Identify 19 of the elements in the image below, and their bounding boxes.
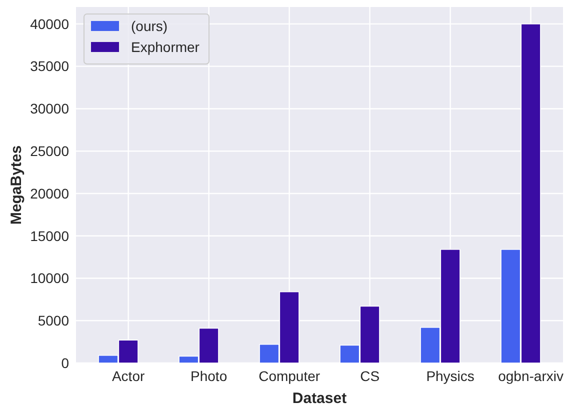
legend-label: Exphormer	[131, 38, 200, 55]
legend-label: (ours)	[131, 18, 168, 34]
y-tick-label: 15000	[30, 228, 70, 244]
x-tick-label: CS	[360, 368, 380, 384]
y-tick-label: 10000	[30, 270, 70, 286]
y-tick-label: 0	[61, 354, 70, 371]
x-tick-label: Photo	[190, 368, 228, 384]
x-axis-title: Dataset	[292, 390, 347, 407]
x-tick-label: Physics	[426, 368, 474, 384]
y-tick-label: 40000	[30, 16, 70, 32]
x-tick-label: ogbn-arxiv	[498, 368, 564, 384]
y-tick-label: 25000	[30, 142, 70, 159]
y-tick-label: 35000	[30, 58, 70, 74]
y-axis-title: MegaBytes	[8, 145, 25, 225]
y-tick-label: 30000	[30, 100, 70, 117]
y-tick-label: 5000	[38, 312, 70, 329]
x-tick-label: Actor	[112, 368, 145, 384]
y-tick-label: 20000	[30, 185, 70, 202]
x-tick-label: Computer	[258, 368, 320, 384]
